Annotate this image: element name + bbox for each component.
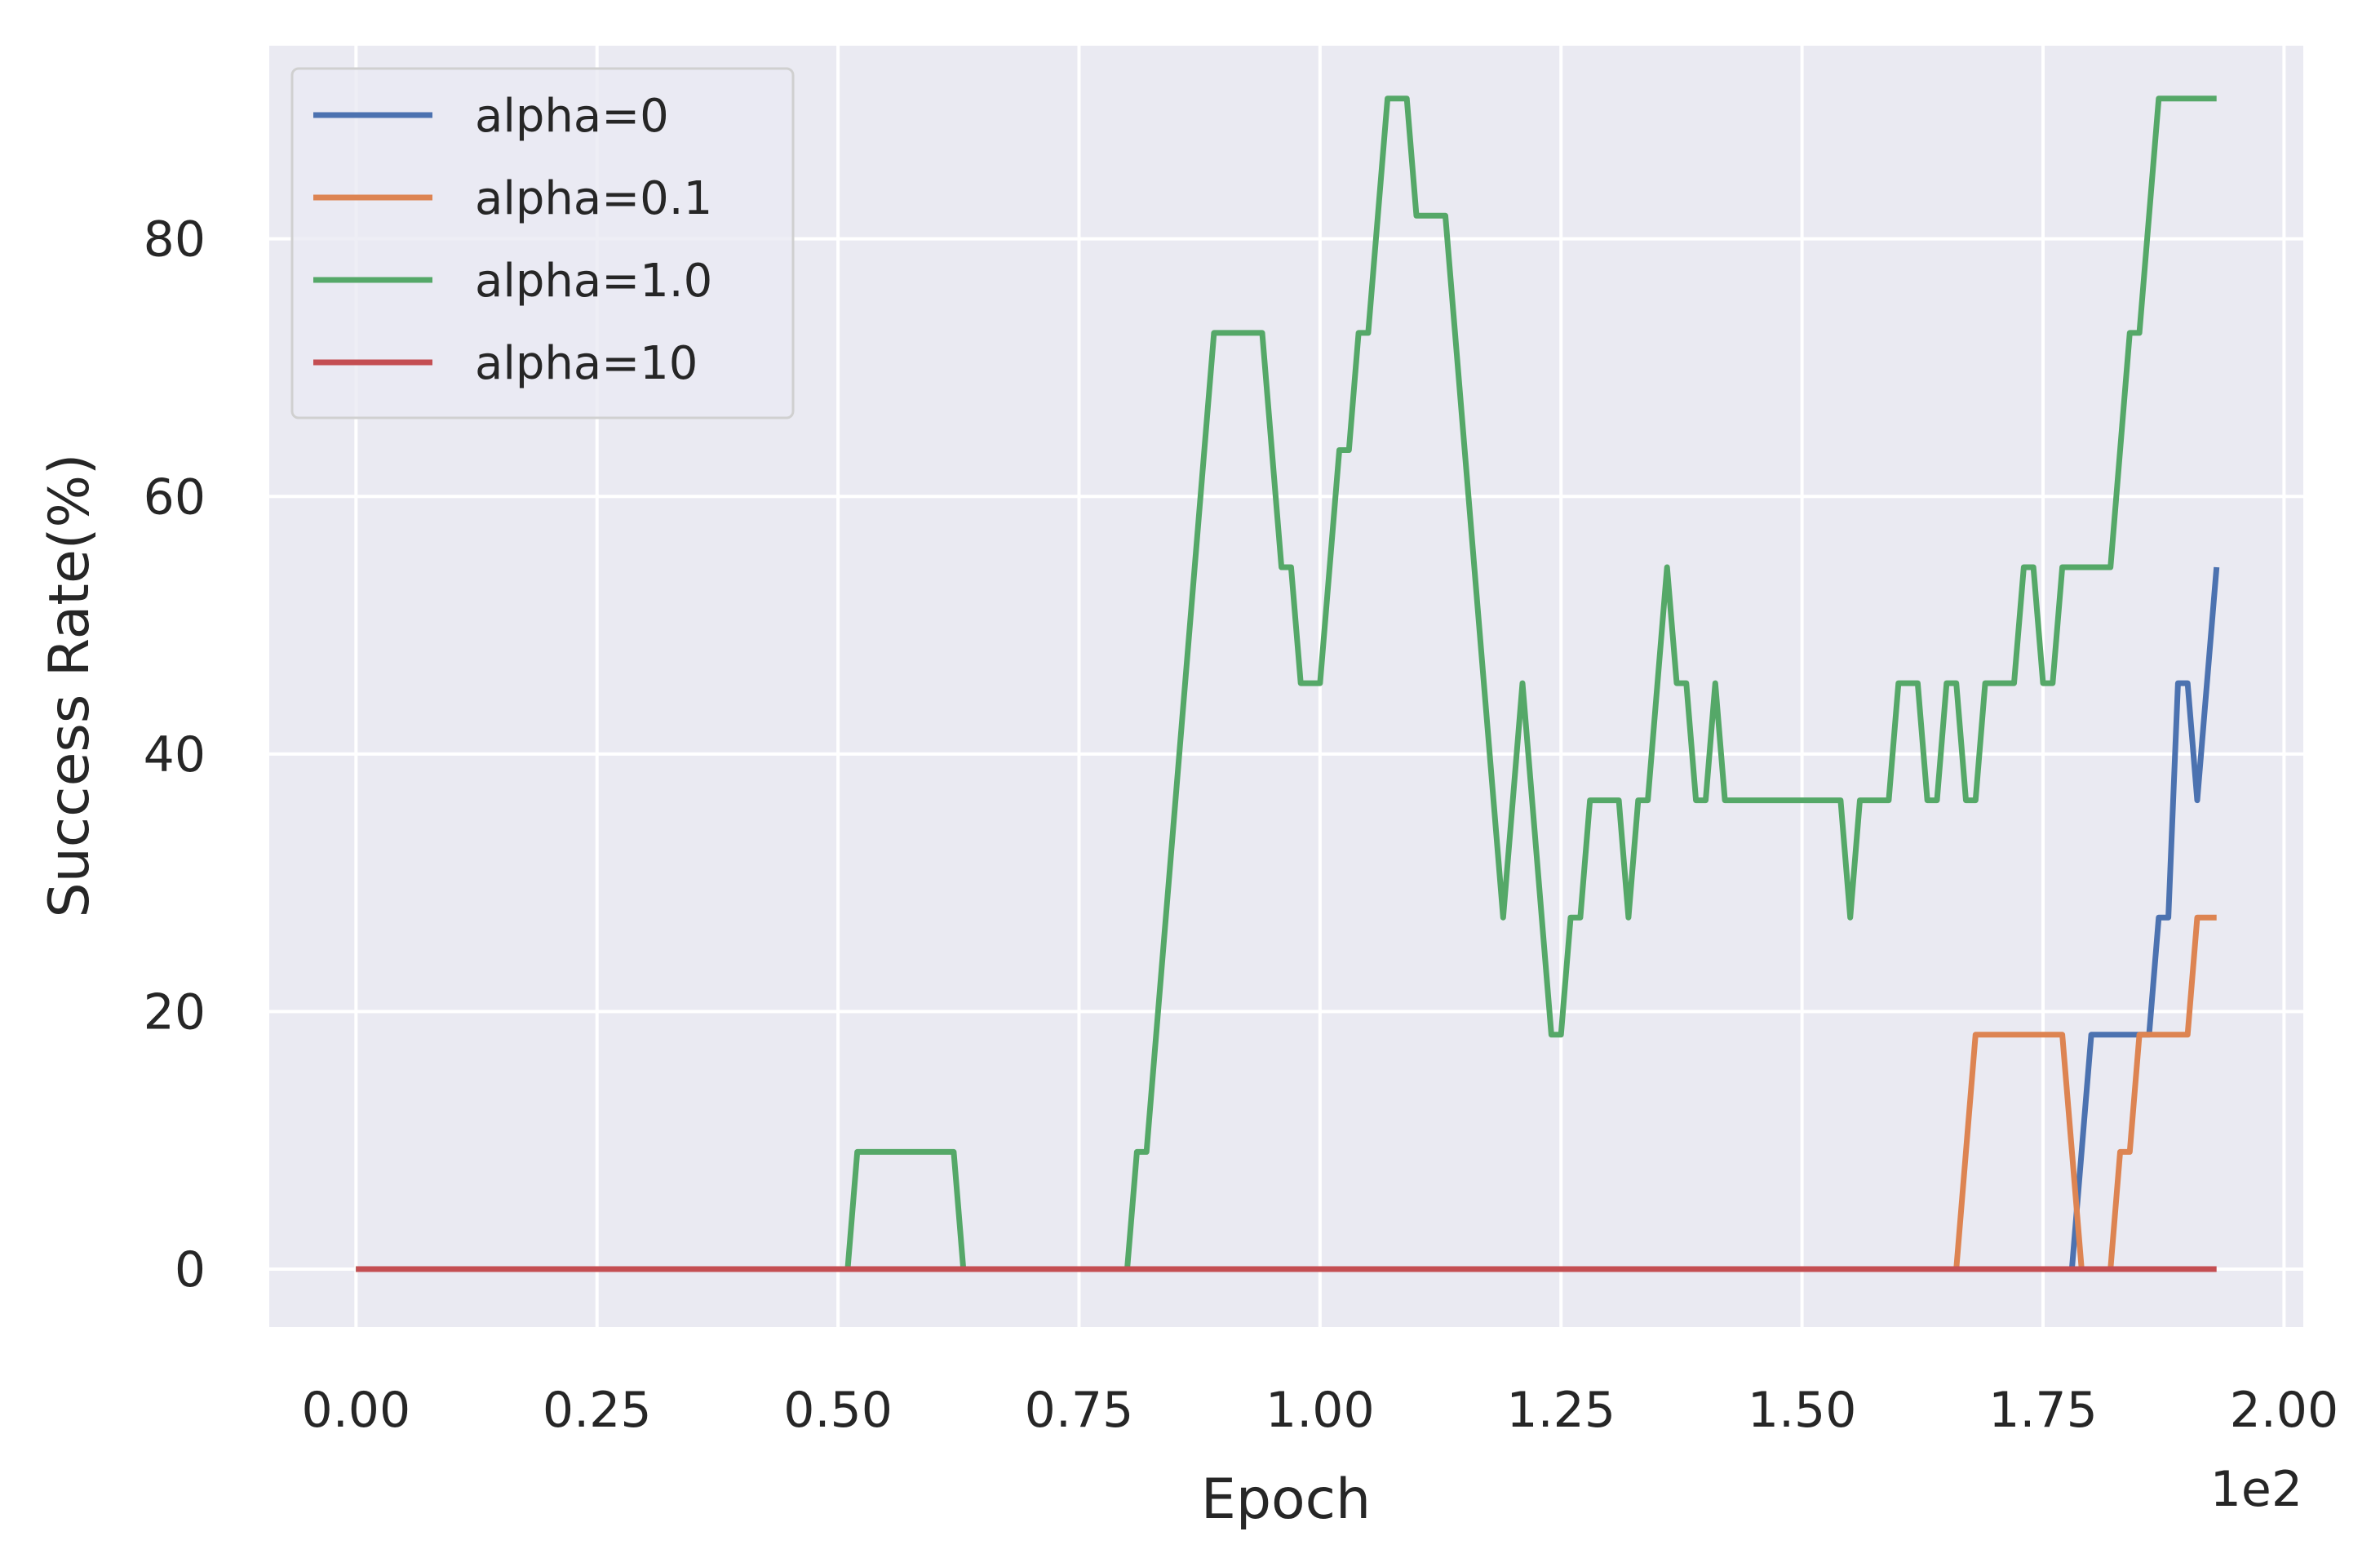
x-tick-label: 0.25 — [543, 1382, 652, 1439]
x-tick-labels: 0.00 0.25 0.50 0.75 1.00 1.25 1.50 1.75 2.00 — [302, 1382, 2339, 1439]
x-tick-label: 1.75 — [1988, 1382, 2098, 1439]
x-tick-label: 0.50 — [783, 1382, 893, 1439]
legend-label-3: alpha=10 — [475, 337, 698, 390]
x-offset-label: 1e2 — [2210, 1461, 2302, 1518]
x-tick-label: 1.50 — [1748, 1382, 1857, 1439]
y-axis-title: Success Rate(%) — [38, 454, 102, 918]
x-tick-label: 1.25 — [1506, 1382, 1615, 1439]
x-tick-label: 0.75 — [1025, 1382, 1134, 1439]
y-tick-label: 60 — [144, 468, 206, 526]
series-line-1 — [356, 914, 2217, 1272]
y-tick-labels: 0 20 40 60 80 — [144, 211, 206, 1298]
x-tick-label: 1.00 — [1265, 1382, 1375, 1439]
legend-label-2: alpha=1.0 — [475, 255, 712, 308]
y-tick-label: 20 — [144, 983, 206, 1041]
x-tick-label: 2.00 — [2230, 1382, 2339, 1439]
x-tick-label: 0.00 — [302, 1382, 411, 1439]
legend-label-1: alpha=0.1 — [475, 172, 712, 225]
x-axis-title: Epoch — [1201, 1467, 1371, 1532]
legend: alpha=0 alpha=0.1 alpha=1.0 alpha=10 — [290, 67, 795, 419]
series-layer — [356, 95, 2220, 1272]
series-line-2 — [356, 95, 2217, 1272]
y-tick-label: 0 — [175, 1241, 206, 1298]
series-line-0 — [356, 566, 2220, 1272]
y-tick-label: 40 — [144, 726, 206, 784]
y-tick-label: 80 — [144, 211, 206, 269]
legend-label-0: alpha=0 — [475, 90, 669, 143]
legend-box — [290, 67, 795, 419]
